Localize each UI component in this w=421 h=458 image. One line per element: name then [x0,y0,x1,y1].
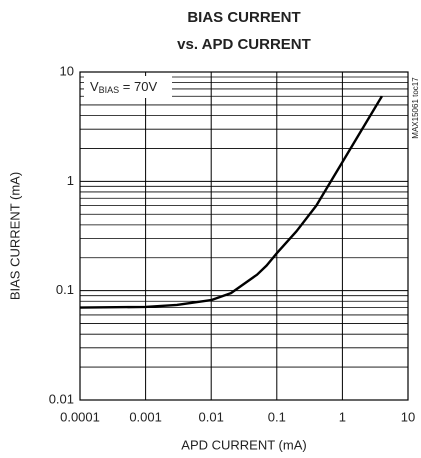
x-axis-label: APD CURRENT (mA) [181,437,306,452]
annotation-subscript: BIAS [99,85,120,95]
x-tick-label: 0.0001 [60,409,100,424]
y-tick-label: 0.1 [56,282,74,297]
x-tick-label: 0.01 [199,409,224,424]
line [79,95,383,309]
y-tick-label: 1 [67,173,74,188]
y-tick-label: 0.01 [49,391,74,406]
plot-frame [79,71,409,401]
y-axis-label: BIAS CURRENT (mA) [7,172,22,300]
annotation: VBIAS = 70V [90,79,157,95]
x-tick-label: 0.001 [129,409,162,424]
chart-title: BIAS CURRENT [187,9,300,26]
side-label: MAX15061 toc17 [411,77,420,139]
x-tick-label: 10 [401,409,415,424]
chart-title: vs. APD CURRENT [177,36,311,53]
x-tick-label: 0.1 [268,409,286,424]
y-tick-label: 10 [60,63,74,78]
annotation-text: V [90,79,99,94]
annotation-box [84,76,172,98]
x-tick-label: 1 [339,409,346,424]
annotation-suffix: = 70V [119,79,157,94]
